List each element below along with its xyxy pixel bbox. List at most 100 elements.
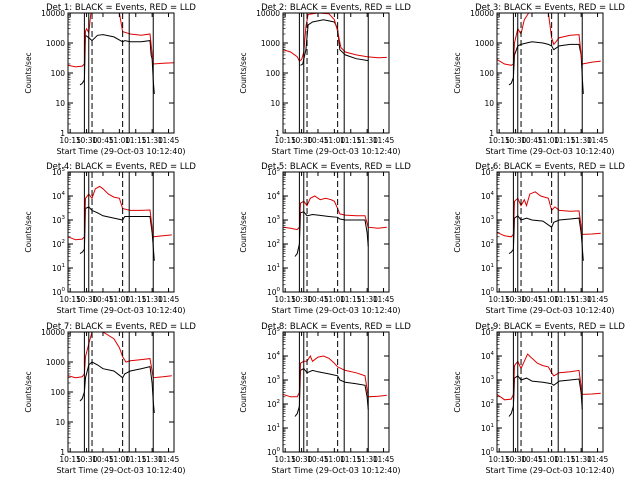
y-tick-label: 102: [267, 399, 280, 409]
y-tick-label: 103: [267, 215, 281, 225]
y-tick-label: 10: [55, 99, 65, 108]
x-tick-label: 11:15: [554, 136, 576, 145]
x-tick-label: 10:30: [76, 136, 98, 145]
chart-panel-9: Det 9: BLACK = Events, RED = LLD Counts/s…: [453, 322, 625, 475]
chart-panel-6: Det 6: BLACK = Events, RED = LLD Counts/s…: [453, 162, 625, 315]
x-tick-label: 11:00: [324, 295, 346, 304]
y-tick-label: 1000: [475, 39, 494, 48]
plot-frame: [67, 171, 175, 293]
x-axis-label: Start Time (29-Oct-03 10:12:40): [56, 466, 185, 475]
x-tick-label: 11:45: [587, 295, 609, 304]
x-tick-label: 11:00: [324, 455, 346, 464]
x-tick-label: 10:15: [488, 295, 510, 304]
x-tick-label: 11:15: [340, 136, 362, 145]
chart-panel-5: Det 5: BLACK = Events, RED = LLD Counts/s…: [239, 162, 411, 315]
plot-frame: [282, 331, 390, 453]
y-tick-label: 1000: [261, 39, 280, 48]
y-axis-label: Counts/sec: [239, 371, 248, 412]
x-tick-label: 11:45: [158, 455, 180, 464]
chart-title: Det 3: BLACK = Events, RED = LLD: [475, 3, 625, 13]
x-tick-label: 11:00: [109, 295, 131, 304]
y-tick-label: 10000: [41, 328, 65, 337]
x-tick-label: 11:45: [587, 455, 609, 464]
x-tick-label: 10:15: [274, 455, 296, 464]
x-tick-label: 10:45: [92, 295, 114, 304]
series-line-events: [508, 41, 584, 95]
x-tick-label: 10:45: [307, 136, 329, 145]
y-tick-label: 100: [51, 388, 66, 397]
x-axis-label: Start Time (29-Oct-03 10:12:40): [271, 306, 400, 315]
y-tick-label: 100: [52, 287, 66, 297]
x-tick-label: 11:30: [141, 455, 163, 464]
x-tick-label: 11:15: [340, 295, 362, 304]
series-line-events: [300, 19, 369, 66]
chart-title: Det 6: BLACK = Events, RED = LLD: [475, 162, 625, 172]
x-tick-label: 10:15: [59, 295, 81, 304]
x-tick-label: 10:15: [59, 136, 81, 145]
y-tick-label: 10: [270, 99, 280, 108]
x-tick-label: 11:00: [109, 455, 131, 464]
x-tick-label: 11:30: [141, 295, 163, 304]
series-line-lld: [68, 13, 174, 68]
x-axis-label: Start Time (29-Oct-03 10:12:40): [485, 306, 614, 315]
series-line-events: [294, 211, 369, 257]
y-axis-label: Counts/sec: [239, 211, 248, 252]
chart-title: Det 9: BLACK = Events, RED = LLD: [475, 322, 625, 332]
y-tick-label: 1: [275, 129, 280, 138]
y-tick-label: 10000: [41, 9, 65, 18]
x-tick-label: 10:45: [307, 455, 329, 464]
y-tick-label: 104: [267, 351, 281, 361]
x-tick-label: 10:30: [291, 136, 313, 145]
x-tick-label: 11:45: [158, 295, 180, 304]
x-tick-label: 10:30: [505, 136, 527, 145]
x-tick-label: 10:45: [92, 136, 114, 145]
y-tick-label: 10: [55, 418, 65, 427]
x-tick-label: 10:30: [505, 455, 527, 464]
x-tick-label: 11:15: [125, 295, 147, 304]
x-tick-label: 11:30: [356, 136, 378, 145]
y-axis-label: Counts/sec: [453, 371, 462, 412]
y-tick-label: 104: [267, 191, 281, 201]
x-tick-label: 11:00: [538, 455, 560, 464]
y-tick-label: 100: [480, 69, 495, 78]
y-tick-label: 102: [267, 239, 280, 249]
y-axis-label: Counts/sec: [239, 52, 248, 93]
y-tick-label: 105: [481, 167, 495, 177]
x-tick-label: 11:45: [373, 455, 395, 464]
x-tick-label: 10:30: [505, 295, 527, 304]
y-tick-label: 1000: [46, 39, 65, 48]
chart-title: Det 2: BLACK = Events, RED = LLD: [261, 3, 411, 13]
series-line-events: [79, 361, 155, 414]
y-tick-label: 101: [267, 423, 280, 433]
y-tick-label: 101: [481, 263, 494, 273]
y-tick-label: 104: [481, 191, 495, 201]
chart-panel-7: Det 7: BLACK = Events, RED = LLD Counts/s…: [24, 322, 196, 475]
x-tick-label: 10:15: [488, 455, 510, 464]
x-tick-label: 10:45: [521, 295, 543, 304]
plot-frame: [496, 331, 604, 453]
chart-panel-2: Det 2: BLACK = Events, RED = LLD Counts/s…: [239, 3, 411, 156]
x-tick-label: 11:00: [538, 295, 560, 304]
y-tick-label: 100: [51, 69, 66, 78]
y-tick-label: 103: [481, 375, 495, 385]
x-axis-label: Start Time (29-Oct-03 10:12:40): [56, 147, 185, 156]
x-axis-label: Start Time (29-Oct-03 10:12:40): [271, 466, 400, 475]
x-axis-label: Start Time (29-Oct-03 10:12:40): [485, 147, 614, 156]
chart-title: Det 7: BLACK = Events, RED = LLD: [46, 322, 196, 332]
y-tick-label: 101: [52, 263, 65, 273]
chart-panel-8: Det 8: BLACK = Events, RED = LLD Counts/s…: [239, 322, 411, 475]
chart-panel-1: Det 1: BLACK = Events, RED = LLD Counts/s…: [24, 3, 196, 156]
y-axis-label: Counts/sec: [24, 211, 33, 252]
y-tick-label: 104: [52, 191, 66, 201]
x-tick-label: 11:45: [373, 295, 395, 304]
x-tick-label: 11:15: [554, 295, 576, 304]
x-tick-label: 10:15: [274, 295, 296, 304]
x-tick-label: 11:30: [570, 136, 592, 145]
x-tick-label: 10:30: [291, 455, 313, 464]
plot-frame: [496, 171, 604, 293]
y-tick-label: 1000: [46, 358, 65, 367]
x-tick-label: 10:15: [488, 136, 510, 145]
x-tick-label: 11:30: [141, 136, 163, 145]
